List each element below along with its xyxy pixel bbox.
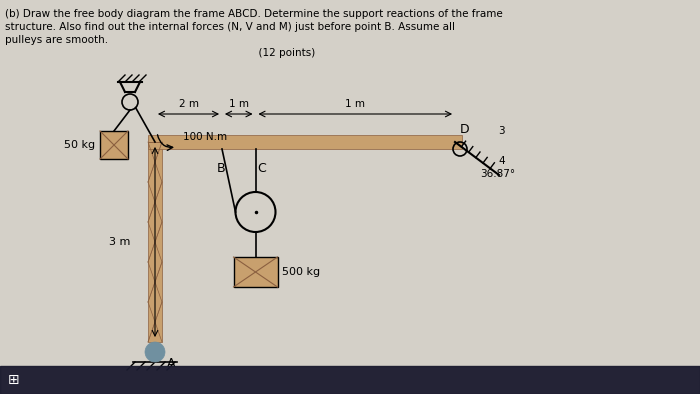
Text: structure. Also find out the internal forces (N, V and M) just before point B. A: structure. Also find out the internal fo… (5, 22, 455, 32)
Text: 3 m: 3 m (109, 237, 131, 247)
Text: 2 m: 2 m (178, 99, 199, 109)
Text: 100 N.m: 100 N.m (183, 132, 227, 142)
Text: B: B (217, 162, 225, 175)
Text: 1 m: 1 m (345, 99, 365, 109)
Text: 50 kg: 50 kg (64, 140, 95, 150)
Text: A: A (167, 357, 176, 370)
Text: 1 m: 1 m (229, 99, 248, 109)
Text: pulleys are smooth.: pulleys are smooth. (5, 35, 108, 45)
Text: (12 points): (12 points) (5, 48, 315, 58)
Text: 4: 4 (498, 156, 505, 166)
Text: (b) Draw the free body diagram the frame ABCD. Determine the support reactions o: (b) Draw the free body diagram the frame… (5, 9, 503, 19)
Circle shape (145, 342, 165, 362)
Text: 500 kg: 500 kg (283, 267, 321, 277)
Bar (234, 257, 277, 287)
Bar (100, 131, 128, 159)
Text: C: C (258, 162, 266, 175)
Bar (0, 366, 700, 394)
Text: 3: 3 (498, 126, 505, 136)
Text: D: D (460, 123, 470, 136)
Text: 36.87°: 36.87° (480, 169, 515, 179)
FancyBboxPatch shape (148, 135, 462, 149)
Text: ⊞: ⊞ (8, 373, 20, 387)
FancyBboxPatch shape (148, 142, 162, 342)
